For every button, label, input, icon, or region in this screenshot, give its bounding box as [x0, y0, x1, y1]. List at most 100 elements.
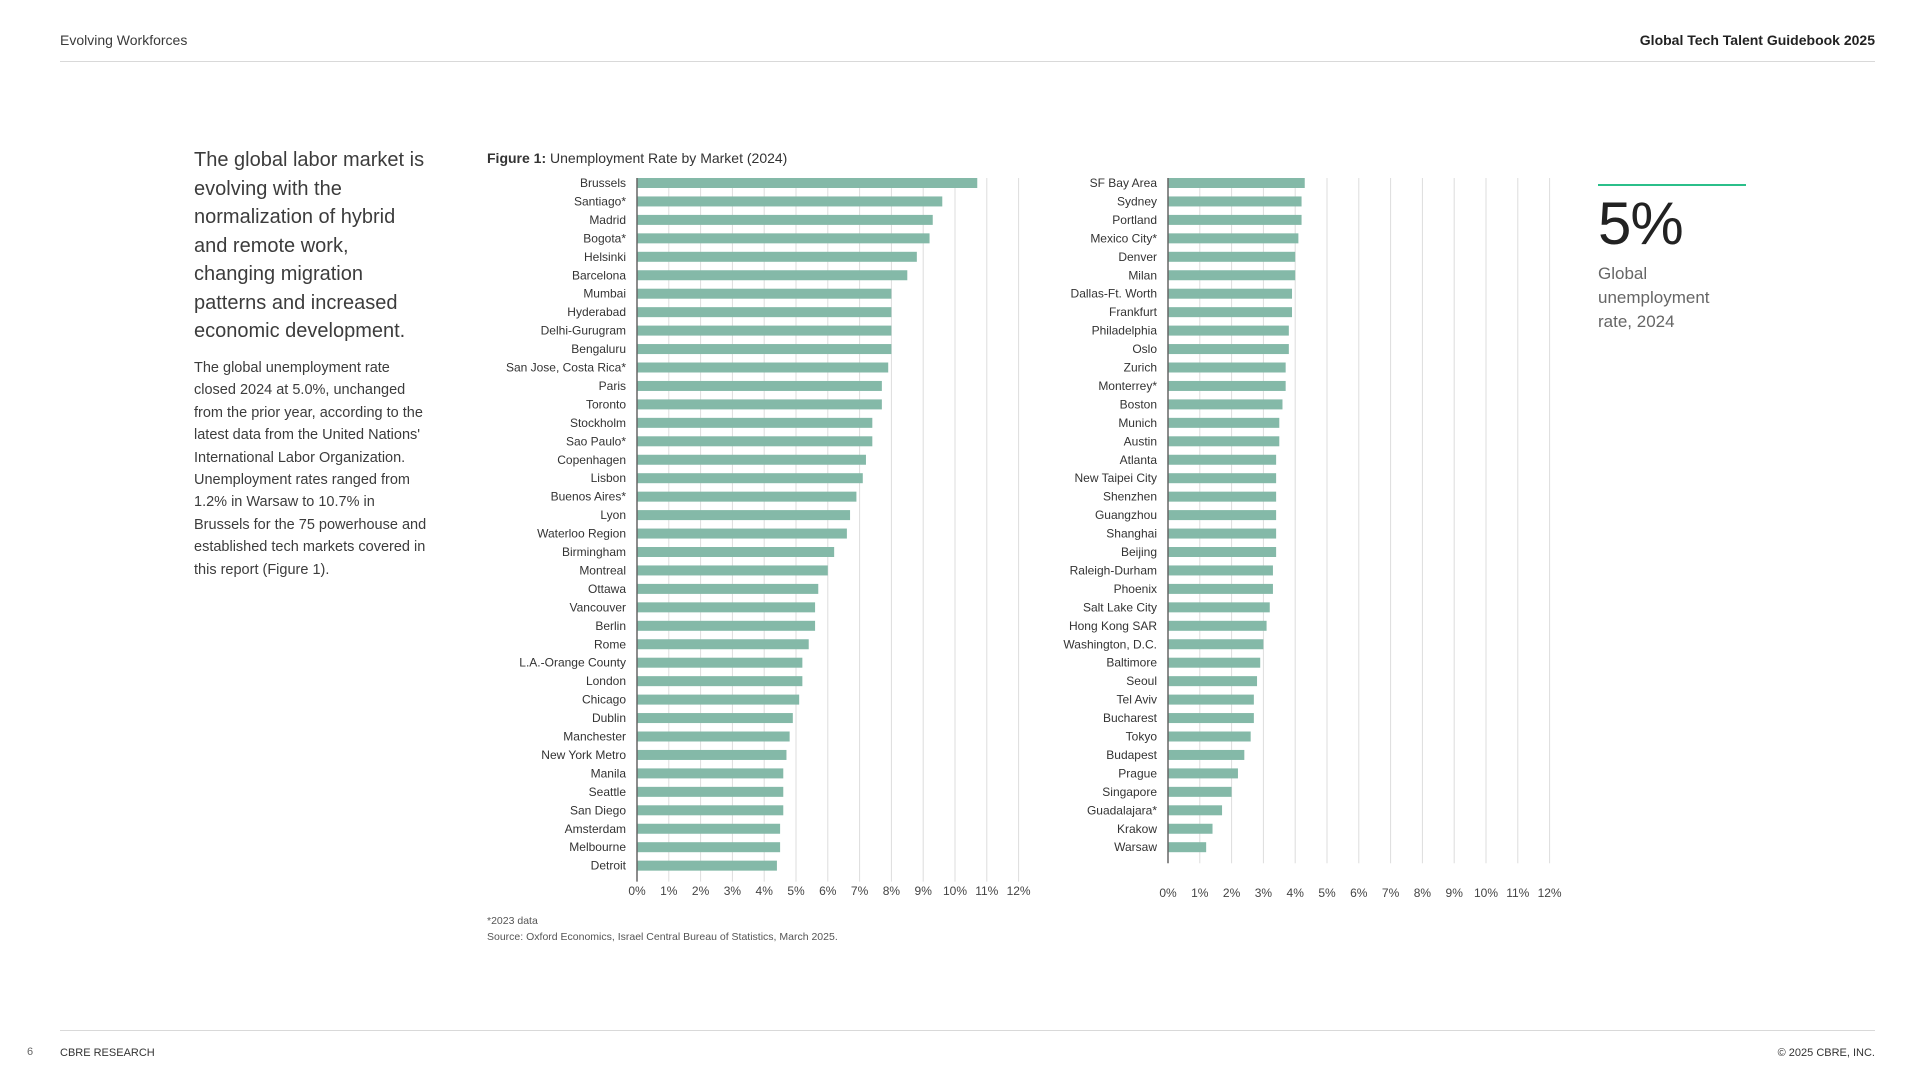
sidebar-headline: The global labor market is evolving with… [194, 149, 425, 342]
bar [637, 344, 892, 355]
category-label: Santiago* [574, 194, 626, 208]
bar [1168, 325, 1289, 336]
category-label: Lyon [600, 508, 626, 522]
category-label: Hong Kong SAR [1069, 619, 1157, 633]
tick-label: 10% [1474, 886, 1498, 900]
tick-label: 0% [628, 884, 646, 898]
category-label: Brussels [580, 176, 626, 190]
category-label: Atlanta [1120, 453, 1158, 467]
bar [637, 639, 809, 650]
page-header: Evolving Workforces Global Tech Talent G… [60, 0, 1875, 62]
category-label: Buenos Aires* [551, 490, 627, 504]
bar [1168, 713, 1254, 724]
publication-title: Global Tech Talent Guidebook 2025 [1639, 32, 1875, 48]
tick-label: 12% [1538, 886, 1562, 900]
tick-label: 2% [1223, 886, 1241, 900]
bar [637, 749, 787, 760]
callout-box: 5% Global unemployment rate, 2024 [1598, 184, 1746, 334]
category-label: Shenzhen [1103, 490, 1157, 504]
bar [1168, 380, 1286, 391]
category-label: Prague [1118, 766, 1157, 780]
bar [1168, 602, 1270, 613]
category-label: Barcelona [572, 268, 626, 282]
category-label: Krakow [1117, 822, 1157, 836]
bar [637, 547, 835, 557]
bar [637, 178, 978, 188]
tick-label: 1% [1191, 886, 1209, 900]
category-label: Berlin [595, 619, 626, 633]
page-footer: CBRE RESEARCH © 2025 CBRE, INC. [60, 1030, 1875, 1080]
tick-label: 3% [1255, 886, 1273, 900]
category-label: San Diego [570, 803, 626, 817]
category-label: Ottawa [588, 582, 626, 596]
bar [1168, 344, 1289, 355]
bar [1168, 823, 1213, 834]
bar [1168, 547, 1277, 557]
bar [1168, 805, 1223, 816]
category-label: London [586, 674, 626, 688]
bar [1168, 491, 1277, 502]
bar [637, 325, 892, 336]
category-label: Rome [594, 637, 626, 651]
bar [1168, 362, 1286, 373]
tick-label: 8% [1414, 886, 1432, 900]
bar [637, 417, 873, 428]
category-label: Sao Paulo* [566, 434, 626, 448]
category-label: Seattle [589, 785, 627, 799]
category-label: Milan [1128, 268, 1157, 282]
bar [1168, 473, 1277, 484]
category-label: Dallas-Ft. Worth [1071, 287, 1157, 301]
category-label: Guangzhou [1095, 508, 1157, 522]
bar [637, 842, 781, 853]
category-label: Bucharest [1103, 711, 1158, 725]
bar [1168, 214, 1302, 225]
tick-label: 11% [975, 884, 998, 898]
bar [637, 823, 781, 834]
category-label: New York Metro [541, 748, 626, 762]
category-label: Detroit [591, 859, 627, 873]
bar [637, 602, 816, 613]
category-label: Mumbai [583, 287, 626, 301]
category-label: Seoul [1126, 674, 1157, 688]
bar [637, 288, 892, 299]
tick-label: 7% [851, 884, 869, 898]
bar [1168, 196, 1302, 207]
bar [1168, 307, 1293, 318]
bar [1168, 657, 1261, 668]
tick-label: 4% [756, 884, 774, 898]
tick-label: 4% [1287, 886, 1305, 900]
page-number: 6 [27, 1046, 34, 1058]
bar [637, 380, 882, 391]
bar [637, 768, 784, 779]
bar [1168, 639, 1264, 650]
tick-label: 6% [819, 884, 837, 898]
category-label: Raleigh-Durham [1070, 563, 1157, 577]
bar [1168, 749, 1245, 760]
category-label: Guadalajara* [1087, 803, 1157, 817]
tick-label: 6% [1350, 886, 1368, 900]
category-label: Singapore [1102, 785, 1157, 799]
category-label: Paris [599, 379, 626, 393]
category-label: Boston [1120, 397, 1157, 411]
footer-copyright: © 2025 CBRE, INC. [1777, 1047, 1875, 1059]
category-label: Munich [1118, 416, 1157, 430]
unemployment-chart: 0% 1% 2% 3% 4% 5% 6% 7% 8% 9% 10% 11% 12% Brussels San… [506, 176, 1562, 900]
tick-label: 0% [1159, 886, 1177, 900]
section-title: Evolving Workforces [60, 32, 188, 48]
category-label: San Jose, Costa Rica* [506, 361, 626, 375]
bar [637, 362, 889, 373]
bar [1168, 270, 1296, 281]
chart-panel-right: 0% 1% 2% 3% 4% 5% 6% 7% 8% 9% 10% 11% 12% SF Bay Area… [1063, 176, 1562, 900]
category-label: Waterloo Region [537, 527, 626, 541]
tick-label: 5% [787, 884, 805, 898]
bar [637, 436, 873, 447]
category-label: Birmingham [562, 545, 626, 559]
bar [1168, 842, 1207, 853]
bar [637, 583, 819, 594]
bar [637, 270, 908, 281]
bar [1168, 565, 1273, 576]
category-label: Sydney [1117, 194, 1157, 208]
source-note: Source: Oxford Economics, Israel Central… [487, 931, 838, 943]
bar [1168, 178, 1305, 188]
category-label: Madrid [589, 213, 626, 227]
